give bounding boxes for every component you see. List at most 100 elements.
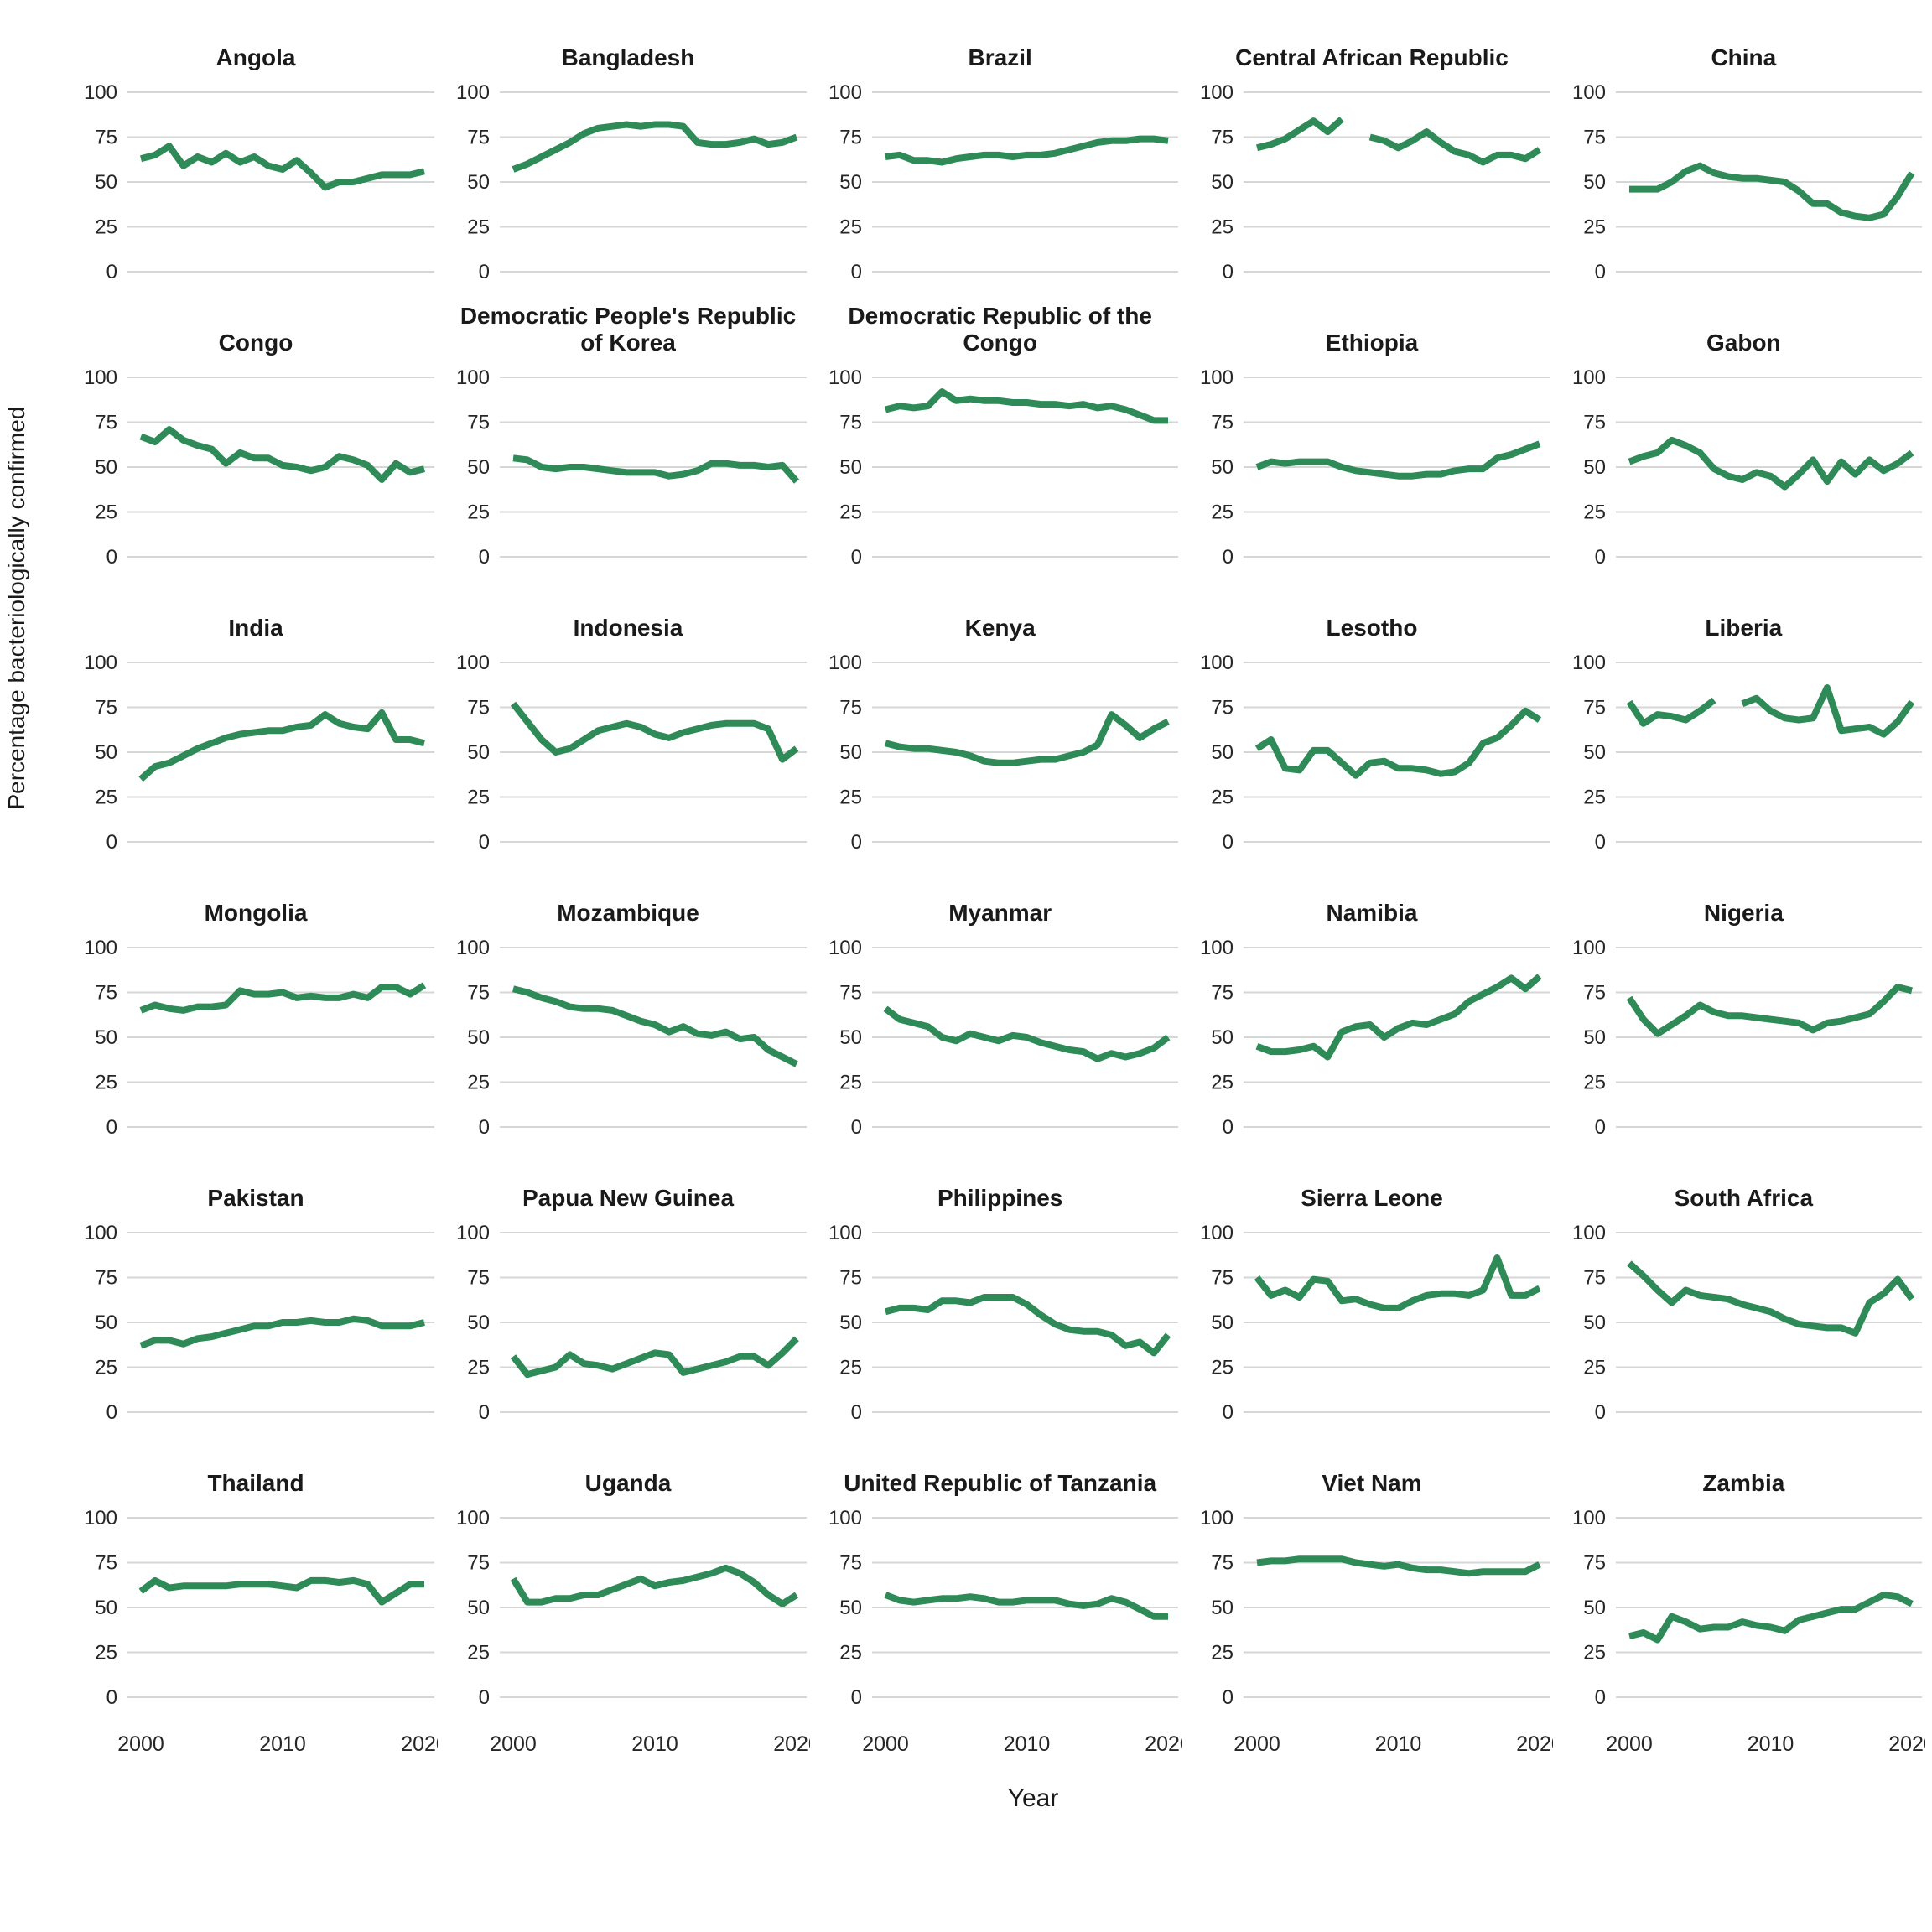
facet-plot-china: 0 25 50 75 100 (1572, 81, 1922, 283)
y-tick-label: 50 (839, 1311, 862, 1334)
trend-line-liberia (1741, 684, 1914, 738)
y-tick-label: 50 (1583, 171, 1606, 194)
panel-title: Gabon (1706, 329, 1781, 356)
trend-line-philippines (885, 1294, 1171, 1357)
trend-line-india (138, 709, 425, 782)
y-tick-label: 0 (1223, 1686, 1233, 1709)
y-tick-label: 0 (479, 1116, 490, 1139)
y-tick-label: 25 (839, 501, 862, 524)
y-tick-label: 25 (467, 787, 490, 809)
panel-title: Thailand (207, 1469, 304, 1496)
trend-line-namibia (1255, 974, 1542, 1061)
panel-south-africa: South Africa 0 25 50 75 100 (1561, 1152, 1925, 1437)
trend-line-democratic-republic-of-the-congo (885, 388, 1168, 424)
y-tick-label: 0 (1223, 831, 1233, 854)
panel-title: Uganda (584, 1469, 672, 1496)
panel-lesotho: Lesotho 0 25 50 75 100 (1190, 582, 1554, 867)
panel-title: Angola (216, 44, 296, 70)
y-tick-label: 0 (479, 1686, 490, 1709)
trend-line-china (1628, 162, 1915, 221)
y-tick-label: 50 (95, 1597, 117, 1619)
panel-brazil: Brazil 0 25 50 75 100 (818, 12, 1182, 297)
y-tick-label: 100 (84, 81, 117, 104)
panel-central-african-republic: Central African Republic 0 25 50 75 100 (1190, 12, 1554, 297)
y-tick-label: 25 (1583, 1357, 1606, 1379)
y-tick-label: 50 (1212, 1597, 1234, 1619)
panel-title: Viet Nam (1322, 1469, 1422, 1496)
y-tick-label: 50 (95, 171, 117, 194)
y-tick-label: 100 (1200, 937, 1233, 959)
y-tick-label: 75 (1212, 697, 1234, 719)
facet-plot-nigeria: 0 25 50 75 100 (1572, 937, 1922, 1139)
y-tick-label: 25 (839, 787, 862, 809)
y-tick-label: 50 (1583, 741, 1606, 764)
y-tick-label: 50 (95, 456, 117, 479)
y-tick-label: 75 (1583, 982, 1606, 1005)
x-tick-label: 2020 (1888, 1732, 1925, 1756)
y-tick-label: 25 (95, 787, 117, 809)
y-tick-label: 50 (839, 741, 862, 764)
y-tick-label: 75 (1212, 1267, 1234, 1290)
panel-title: Namibia (1326, 899, 1418, 926)
trend-line-viet-nam (1256, 1555, 1542, 1577)
y-tick-label: 50 (839, 456, 862, 479)
y-tick-label: 25 (467, 501, 490, 524)
y-tick-label: 50 (1583, 1311, 1606, 1334)
y-tick-label: 0 (1223, 546, 1233, 569)
y-tick-label: 25 (839, 1642, 862, 1665)
y-tick-label: 100 (828, 652, 862, 674)
x-tick-label: 2020 (401, 1732, 438, 1756)
panel-viet-nam: Viet Nam 0 25 50 75 100 2000 2010 2020 (1190, 1437, 1554, 1763)
panel-democratic-people-s-republic-of-korea: Democratic People's Republic of Korea 0 25… (446, 297, 810, 582)
y-tick-label: 0 (106, 1686, 117, 1709)
y-tick-label: 0 (1223, 261, 1233, 283)
y-tick-label: 75 (95, 127, 117, 149)
y-tick-label: 50 (1212, 1311, 1234, 1334)
facet-plot-uganda: 0 25 50 75 100 2000 2010 2020 (456, 1507, 810, 1756)
y-tick-label: 0 (479, 261, 490, 283)
y-tick-label: 25 (1212, 1072, 1234, 1094)
panel-philippines: Philippines 0 25 50 75 100 (818, 1152, 1182, 1437)
y-tick-label: 0 (106, 1116, 117, 1139)
trend-line-ethiopia (1255, 440, 1541, 480)
panel-pakistan: Pakistan 0 25 50 75 100 (74, 1152, 438, 1437)
x-tick-label: 2010 (1375, 1732, 1422, 1756)
y-tick-label: 100 (84, 1507, 117, 1530)
trend-line-pakistan (139, 1315, 425, 1349)
trend-line-brazil (885, 135, 1169, 166)
y-tick-label: 0 (106, 831, 117, 854)
panel-title: Indonesia (573, 614, 683, 641)
panel-title: Lesotho (1326, 614, 1418, 641)
y-tick-label: 0 (1594, 1401, 1605, 1424)
panel-title: Ethiopia (1325, 329, 1419, 356)
y-tick-label: 75 (95, 697, 117, 719)
panel-title: Myanmar (948, 899, 1052, 926)
panel-papua-new-guinea: Papua New Guinea 0 25 50 75 100 (446, 1152, 810, 1437)
y-tick-label: 75 (1212, 982, 1234, 1005)
trend-line-congo (139, 426, 425, 483)
panel-liberia: Liberia 0 25 50 75 100 (1561, 582, 1925, 867)
y-tick-label: 100 (456, 937, 490, 959)
y-tick-label: 100 (1572, 1222, 1606, 1244)
y-tick-label: 50 (1212, 1026, 1234, 1049)
y-tick-label: 75 (467, 982, 490, 1005)
trend-line-united-republic-of-tanzania (884, 1592, 1168, 1620)
y-tick-label: 0 (851, 1686, 862, 1709)
panel-uganda: Uganda 0 25 50 75 100 2000 2010 2020 (446, 1437, 810, 1763)
panel-angola: Angola 0 25 50 75 100 (74, 12, 438, 297)
y-tick-label: 25 (95, 1357, 117, 1379)
panel-title: Kenya (964, 614, 1036, 641)
facet-plot-myanmar: 0 25 50 75 100 (828, 937, 1178, 1139)
panel-title: China (1711, 44, 1777, 70)
panel-united-republic-of-tanzania: United Republic of Tanzania 0 25 50 75 100 200… (818, 1437, 1182, 1763)
y-tick-label: 100 (84, 366, 117, 389)
y-tick-label: 0 (1594, 261, 1605, 283)
y-tick-label: 50 (95, 1311, 117, 1334)
y-tick-label: 25 (1212, 216, 1234, 239)
facet-plot-indonesia: 0 25 50 75 100 (456, 652, 807, 854)
faceted-line-chart: Angola 0 25 50 75 100 Bangladesh 0 25 50 75 100 Braz… (74, 12, 1925, 1813)
y-tick-label: 0 (106, 1401, 117, 1424)
y-tick-label: 75 (467, 1552, 490, 1575)
facet-plot-democratic-republic-of-the-congo: 0 25 50 75 100 (828, 366, 1178, 569)
y-tick-label: 0 (479, 1401, 490, 1424)
